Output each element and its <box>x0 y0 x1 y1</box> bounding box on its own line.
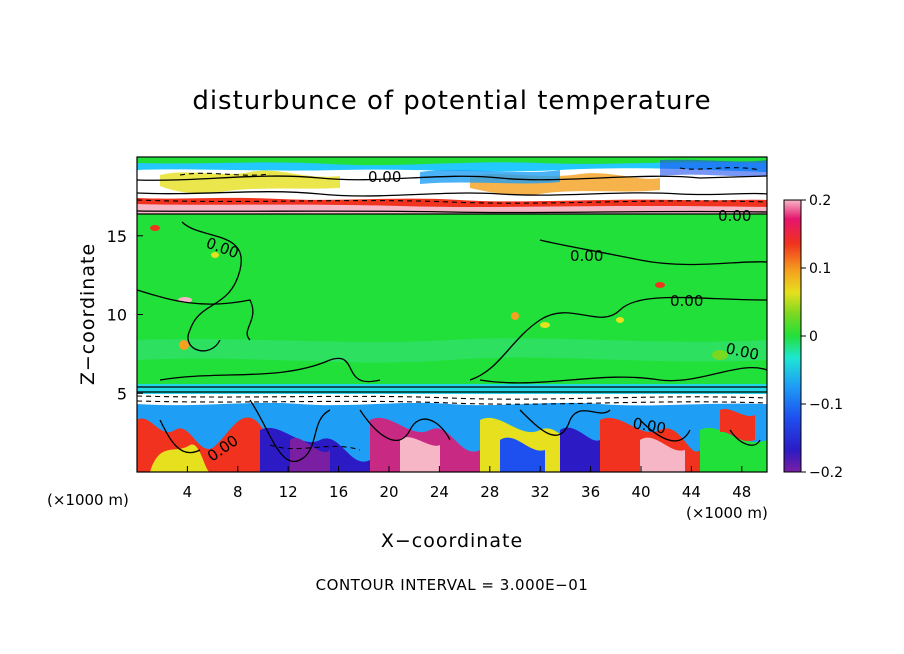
x-tick-label: 48 <box>732 483 751 501</box>
contour-interval-note: CONTOUR INTERVAL = 3.000E−01 <box>315 576 589 594</box>
x-tick-label: 20 <box>379 483 398 501</box>
contour-label: 0.00 <box>368 168 401 186</box>
y-tick-label: 15 <box>107 227 127 246</box>
x-tick-label: 12 <box>279 483 298 501</box>
x-tick-label: 44 <box>682 483 701 501</box>
chart-title: disturbunce of potential temperature <box>192 86 712 116</box>
x-axis-label: X−coordinate <box>381 530 523 552</box>
contour-label: 0.00 <box>718 207 751 225</box>
x-tick-label: 40 <box>631 483 650 501</box>
colorbar-tick-label: −0.2 <box>809 465 843 481</box>
y-axis-ticks: 5 10 15 <box>107 227 143 403</box>
x-tick-label: 36 <box>581 483 600 501</box>
y-tick-label: 5 <box>117 384 127 403</box>
x-tick-label: 8 <box>233 483 243 501</box>
colorbar-tick-label: −0.1 <box>809 397 843 413</box>
contour-lines <box>137 175 767 463</box>
contour-label: 0.00 <box>631 414 667 438</box>
x-tick-label: 24 <box>430 483 449 501</box>
x-tick-label: 16 <box>329 483 348 501</box>
y-axis-label: Z−coordinate <box>77 243 99 385</box>
colorbar-tick-label: 0 <box>809 329 818 345</box>
field-image <box>137 157 767 472</box>
contour-label: 0.00 <box>670 292 703 310</box>
z-unit-label: (×1000 m) <box>47 491 129 509</box>
colorbar-tick-label: 0.2 <box>809 193 831 209</box>
x-tick-label: 32 <box>531 483 550 501</box>
x-unit-label: (×1000 m) <box>686 504 768 522</box>
colorbar <box>783 199 802 473</box>
x-tick-label: 28 <box>480 483 499 501</box>
colorbar-ticks: −0.2 −0.1 0 0.1 0.2 <box>801 193 843 481</box>
colorbar-tick-label: 0.1 <box>809 261 831 277</box>
contour-label: 0.00 <box>570 247 603 265</box>
x-axis-ticks: 4 8 12 16 20 24 28 32 36 40 44 48 <box>183 466 751 501</box>
x-tick-label: 4 <box>183 483 193 501</box>
y-tick-label: 10 <box>107 306 127 325</box>
dashed-contour-lines <box>137 167 767 451</box>
